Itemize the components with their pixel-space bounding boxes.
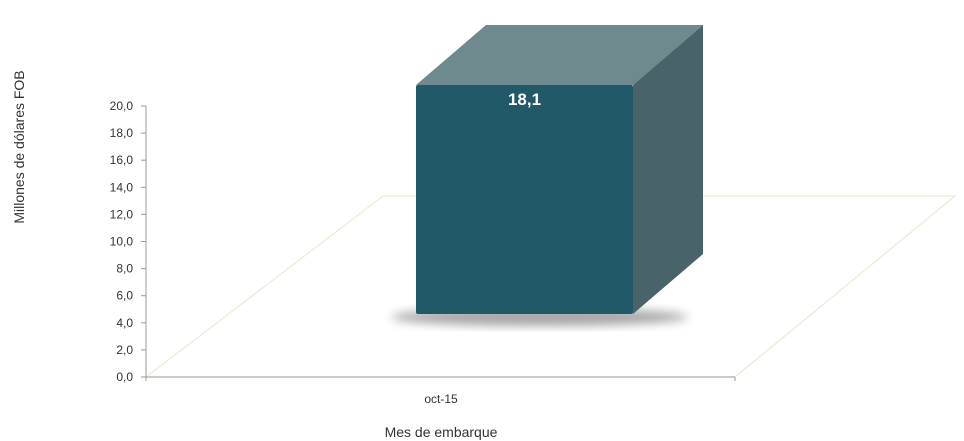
y-axis-title: Millones de dólares FOB	[11, 70, 27, 223]
x-tick-label: oct-15	[424, 392, 458, 406]
bar-side-face	[633, 24, 703, 315]
y-tick-label: 4,0	[116, 316, 133, 330]
y-tick-label: 20,0	[110, 99, 134, 113]
y-tick-label: 8,0	[116, 262, 133, 276]
y-tick-label: 16,0	[110, 153, 134, 167]
data-label: 18,1	[508, 90, 541, 109]
y-axis: 0,0 2,0 4,0 6,0 8,0 10,0 12,0 14,0 16,0 18,0 20,0	[110, 99, 147, 384]
y-tick-label: 2,0	[116, 343, 133, 357]
x-axis-title: Mes de embarque	[385, 424, 498, 440]
y-tick-label: 18,0	[110, 126, 134, 140]
y-tick-label: 10,0	[110, 235, 134, 249]
bar-front-face	[416, 84, 633, 314]
bar-top-face	[416, 24, 703, 85]
y-tick-label: 6,0	[116, 289, 133, 303]
y-tick-label: 0,0	[116, 370, 133, 384]
y-tick-label: 14,0	[110, 180, 134, 194]
y-tick-label: 12,0	[110, 207, 134, 221]
